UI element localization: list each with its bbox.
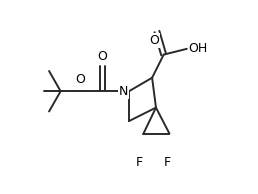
Text: N: N: [119, 85, 128, 98]
Text: O: O: [97, 50, 107, 63]
Text: F: F: [164, 156, 171, 169]
Text: OH: OH: [189, 42, 208, 55]
Text: O: O: [75, 73, 85, 86]
Text: F: F: [136, 156, 143, 169]
Text: O: O: [149, 34, 159, 47]
